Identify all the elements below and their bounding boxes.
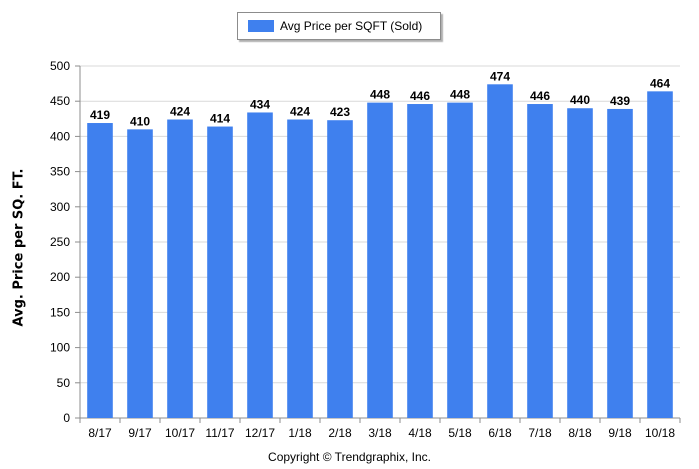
bar <box>167 119 193 418</box>
bar <box>327 120 353 418</box>
y-tick-label: 350 <box>50 165 70 179</box>
y-tick-label: 450 <box>50 94 70 108</box>
bar <box>207 126 233 418</box>
bar <box>247 112 273 419</box>
x-tick-label: 8/18 <box>568 426 592 440</box>
y-tick-label: 200 <box>50 270 70 284</box>
bar <box>407 104 433 419</box>
data-label: 446 <box>530 89 550 103</box>
data-label: 434 <box>250 97 270 111</box>
bar <box>127 129 153 419</box>
bar <box>647 91 673 419</box>
x-tick-label: 11/17 <box>205 426 234 440</box>
y-tick-label: 400 <box>50 129 70 143</box>
x-tick-label: 1/18 <box>288 426 312 440</box>
y-tick-label: 300 <box>50 200 70 214</box>
y-tick-label: 100 <box>50 341 70 355</box>
data-label: 440 <box>570 93 590 107</box>
data-label: 423 <box>330 105 350 119</box>
x-tick-label: 10/18 <box>645 426 675 440</box>
bar <box>487 84 513 418</box>
x-tick-label: 4/18 <box>408 426 432 440</box>
data-label: 448 <box>370 88 390 102</box>
copyright-text: Copyright © Trendgraphix, Inc. <box>268 450 431 464</box>
chart-legend: Avg Price per SQFT (Sold) <box>237 12 441 40</box>
bar <box>367 102 393 418</box>
x-tick-label: 5/18 <box>448 426 472 440</box>
data-label: 424 <box>290 105 310 119</box>
y-tick-label: 150 <box>50 305 70 319</box>
y-tick-label: 500 <box>50 59 70 73</box>
y-tick-label: 50 <box>57 376 71 390</box>
legend-swatch <box>248 20 274 32</box>
x-tick-label: 3/18 <box>368 426 392 440</box>
x-tick-label: 6/18 <box>488 426 512 440</box>
x-tick-label: 2/18 <box>328 426 352 440</box>
data-label: 414 <box>210 112 230 126</box>
x-tick-label: 10/17 <box>165 426 195 440</box>
y-tick-label: 0 <box>63 411 70 425</box>
data-label: 448 <box>450 88 470 102</box>
data-label: 439 <box>610 94 630 108</box>
data-label: 424 <box>170 105 190 119</box>
x-tick-label: 9/17 <box>128 426 152 440</box>
x-tick-label: 9/18 <box>608 426 632 440</box>
bar <box>527 104 553 419</box>
data-label: 474 <box>490 69 510 83</box>
bar <box>87 123 113 419</box>
data-label: 410 <box>130 114 150 128</box>
x-tick-label: 8/17 <box>88 426 112 440</box>
bar <box>607 108 633 418</box>
data-label: 446 <box>410 89 430 103</box>
x-tick-label: 7/18 <box>528 426 552 440</box>
data-label: 419 <box>90 108 110 122</box>
y-tick-label: 250 <box>50 235 70 249</box>
bar <box>287 119 313 418</box>
data-label: 464 <box>650 76 670 90</box>
legend-label: Avg Price per SQFT (Sold) <box>280 19 423 33</box>
bar <box>447 102 473 418</box>
x-tick-label: 12/17 <box>245 426 275 440</box>
bar <box>567 108 593 419</box>
